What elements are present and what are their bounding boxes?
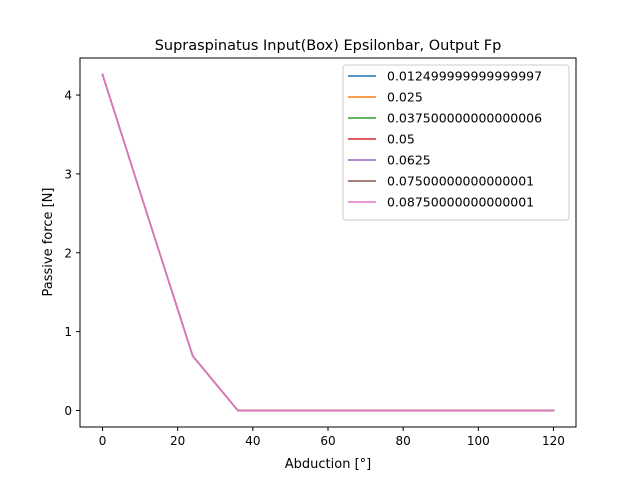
chart-title: Supraspinatus Input(Box) Epsilonbar, Out… — [155, 38, 502, 54]
x-axis-label: Abduction [°] — [285, 457, 371, 472]
legend-entry-label: 0.025 — [387, 90, 423, 105]
legend-entry-label: 0.0625 — [387, 153, 431, 168]
x-axis: 0 20 40 60 80 100 120 — [99, 427, 565, 448]
y-tick-label: 4 — [64, 89, 72, 103]
plot-frame — [79, 57, 577, 428]
legend-entry-label: 0.012499999999999997 — [387, 69, 542, 84]
legend-entry-label: 0.08750000000000001 — [387, 195, 534, 210]
y-tick-label: 2 — [64, 246, 72, 260]
legend-box — [342, 64, 570, 221]
y-axis: 0 1 2 3 4 — [64, 89, 80, 418]
x-tick-label: 20 — [170, 434, 185, 448]
x-tick-label: 60 — [320, 434, 335, 448]
y-axis-label: Passive force [N] — [41, 188, 56, 297]
y-tick-label: 1 — [64, 325, 72, 339]
x-tick-label: 80 — [396, 434, 411, 448]
x-tick-label: 100 — [467, 434, 490, 448]
legend-entry-label: 0.037500000000000006 — [387, 111, 542, 126]
series-line-7 — [101, 73, 555, 412]
legend: 0.012499999999999997 0.025 0.0375000000000… — [342, 64, 570, 221]
legend-entry-label: 0.05 — [387, 132, 415, 147]
x-tick-label: 0 — [99, 434, 107, 448]
legend-entry-label: 0.07500000000000001 — [387, 174, 534, 189]
x-tick-label: 40 — [245, 434, 260, 448]
y-tick-label: 0 — [64, 404, 72, 418]
plot-area — [101, 73, 555, 412]
y-tick-label: 3 — [64, 167, 72, 181]
x-tick-label: 120 — [542, 434, 565, 448]
